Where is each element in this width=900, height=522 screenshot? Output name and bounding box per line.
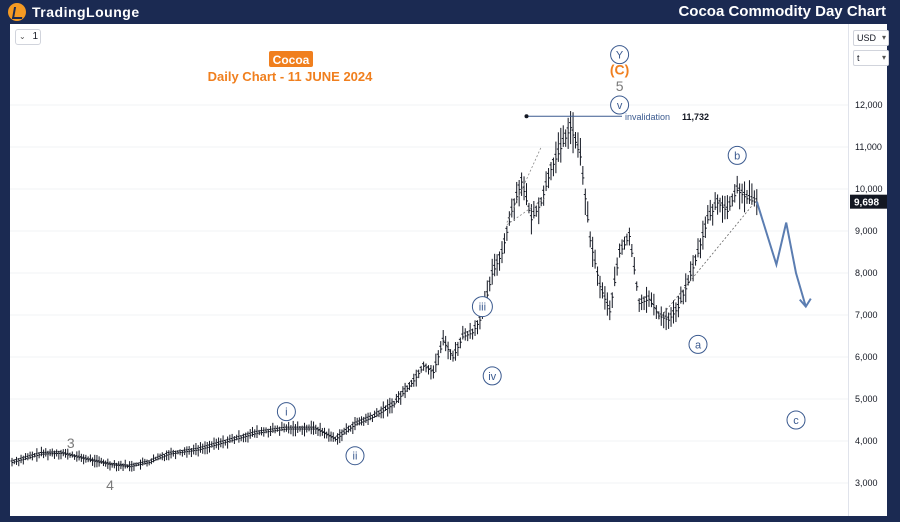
y-tick-label: 12,000 xyxy=(855,100,883,110)
y-tick-label: 4,000 xyxy=(855,436,878,446)
wave-label: iii xyxy=(479,302,486,314)
wave-label: (C) xyxy=(610,61,629,77)
wave-label-circle xyxy=(471,296,493,318)
interval-selector[interactable]: ⌄ 1 xyxy=(15,29,41,45)
last-price-tag: 9,698 xyxy=(854,198,879,209)
wave-label: a xyxy=(695,339,702,351)
wave-label-circle xyxy=(610,95,630,115)
wave-label: v xyxy=(617,100,623,112)
chart-subtitle: Daily Chart - 11 JUNE 2024 xyxy=(208,69,374,84)
y-tick-label: 6,000 xyxy=(855,352,878,362)
currency-selector[interactable]: USD ▾ xyxy=(853,30,889,46)
cocoa-badge-bg xyxy=(269,51,313,67)
wave-label: iv xyxy=(488,371,496,383)
wave-label: 4 xyxy=(106,477,114,493)
invalidation-dot xyxy=(524,114,529,119)
y-tick-label: 8,000 xyxy=(855,268,878,278)
y-tick-label: 10,000 xyxy=(855,184,883,194)
y-tick-label: 3,000 xyxy=(855,478,878,488)
wave-label: Y xyxy=(616,50,624,62)
invalidation-line xyxy=(524,114,622,119)
invalidation-label: invalidation xyxy=(625,112,670,122)
wave-label: b xyxy=(734,150,740,162)
chart-grid xyxy=(10,104,848,484)
wave-label-circle xyxy=(688,334,708,354)
wave-label-circle xyxy=(610,45,630,65)
wave-label: 3 xyxy=(67,435,75,451)
page-title: Cocoa Commodity Day Chart xyxy=(678,3,886,20)
last-price-tag-bg xyxy=(850,194,887,209)
scale-selector[interactable]: t ▾ xyxy=(853,50,889,66)
logo-text: TradingLounge xyxy=(32,4,140,20)
logo-icon xyxy=(8,3,26,21)
price-bars xyxy=(10,111,759,472)
projection-path xyxy=(755,201,812,309)
currency-label: USD xyxy=(857,33,877,43)
chevron-down-icon: ⌄ xyxy=(19,32,26,41)
wave-label-circle xyxy=(727,145,747,165)
wave-label: c xyxy=(793,415,799,427)
wave-label-circle xyxy=(276,402,296,422)
header-bar: TradingLounge Cocoa Commodity Day Chart xyxy=(0,0,900,24)
wave-label-circle xyxy=(786,410,806,430)
invalidation-value: 11,732 xyxy=(682,112,709,122)
interval-label: 1 xyxy=(32,31,39,42)
y-tick-label: 11,000 xyxy=(855,142,882,152)
price-axis-labels: 12,000 11,000 10,000 9,000 8,000 7,000 6,000 5,… xyxy=(850,100,887,488)
wedge-upper xyxy=(506,146,542,223)
wave-label: ii xyxy=(353,451,358,463)
chevron-down-icon: ▾ xyxy=(881,53,886,62)
chevron-down-icon: ▾ xyxy=(881,33,886,42)
tradinglounge-logo: TradingLounge xyxy=(8,2,140,22)
scale-label: t xyxy=(857,53,860,63)
wave-label: i xyxy=(285,407,287,419)
projection-arrowhead xyxy=(799,298,812,309)
wave-label: 5 xyxy=(616,78,624,94)
y-tick-label: 7,000 xyxy=(855,310,878,320)
ending-diagonal-lines xyxy=(506,146,753,320)
wave-label-circle xyxy=(482,366,502,386)
cocoa-badge: Cocoa xyxy=(273,53,310,67)
wave-label-circle xyxy=(345,446,365,466)
chart-annotations: Cocoa Daily Chart - 11 JUNE 2024 invalid… xyxy=(208,51,709,122)
projection-line xyxy=(755,201,807,307)
price-axis[interactable]: USD ▾ t ▾ 12,000 11,000 10,000 9,000 8,000 7,… xyxy=(848,24,889,516)
wave-b-trendline xyxy=(658,205,753,320)
y-tick-label: 5,000 xyxy=(855,394,878,404)
y-tick-label: 9,000 xyxy=(855,226,878,236)
